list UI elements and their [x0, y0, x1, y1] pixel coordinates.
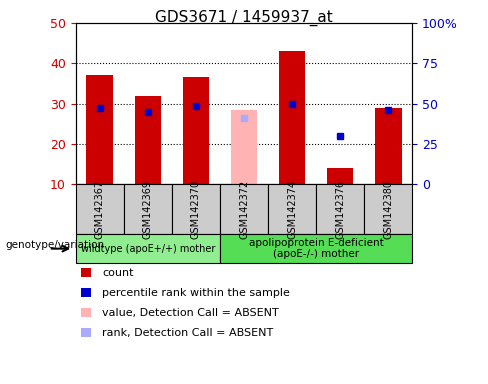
Text: wildtype (apoE+/+) mother: wildtype (apoE+/+) mother: [81, 243, 215, 254]
Text: rank, Detection Call = ABSENT: rank, Detection Call = ABSENT: [102, 328, 274, 338]
Bar: [375, 108, 402, 184]
Text: GSM142369: GSM142369: [143, 180, 153, 239]
Text: GSM142370: GSM142370: [191, 180, 201, 239]
Text: value, Detection Call = ABSENT: value, Detection Call = ABSENT: [102, 308, 279, 318]
Bar: [86, 76, 113, 184]
Text: percentile rank within the sample: percentile rank within the sample: [102, 288, 290, 298]
Text: GSM142374: GSM142374: [287, 180, 297, 239]
Bar: [183, 78, 209, 184]
Text: apolipoprotein E-deficient
(apoE-/-) mother: apolipoprotein E-deficient (apoE-/-) mot…: [249, 238, 384, 260]
Bar: [327, 168, 353, 184]
Bar: [231, 110, 257, 184]
Text: GSM142372: GSM142372: [239, 180, 249, 239]
Text: GDS3671 / 1459937_at: GDS3671 / 1459937_at: [155, 10, 333, 26]
Text: count: count: [102, 268, 134, 278]
Bar: [135, 96, 161, 184]
Text: GSM142380: GSM142380: [383, 180, 393, 239]
Text: GSM142367: GSM142367: [95, 180, 105, 239]
Bar: [279, 51, 305, 184]
Text: genotype/variation: genotype/variation: [5, 240, 104, 250]
Text: GSM142376: GSM142376: [335, 180, 345, 239]
